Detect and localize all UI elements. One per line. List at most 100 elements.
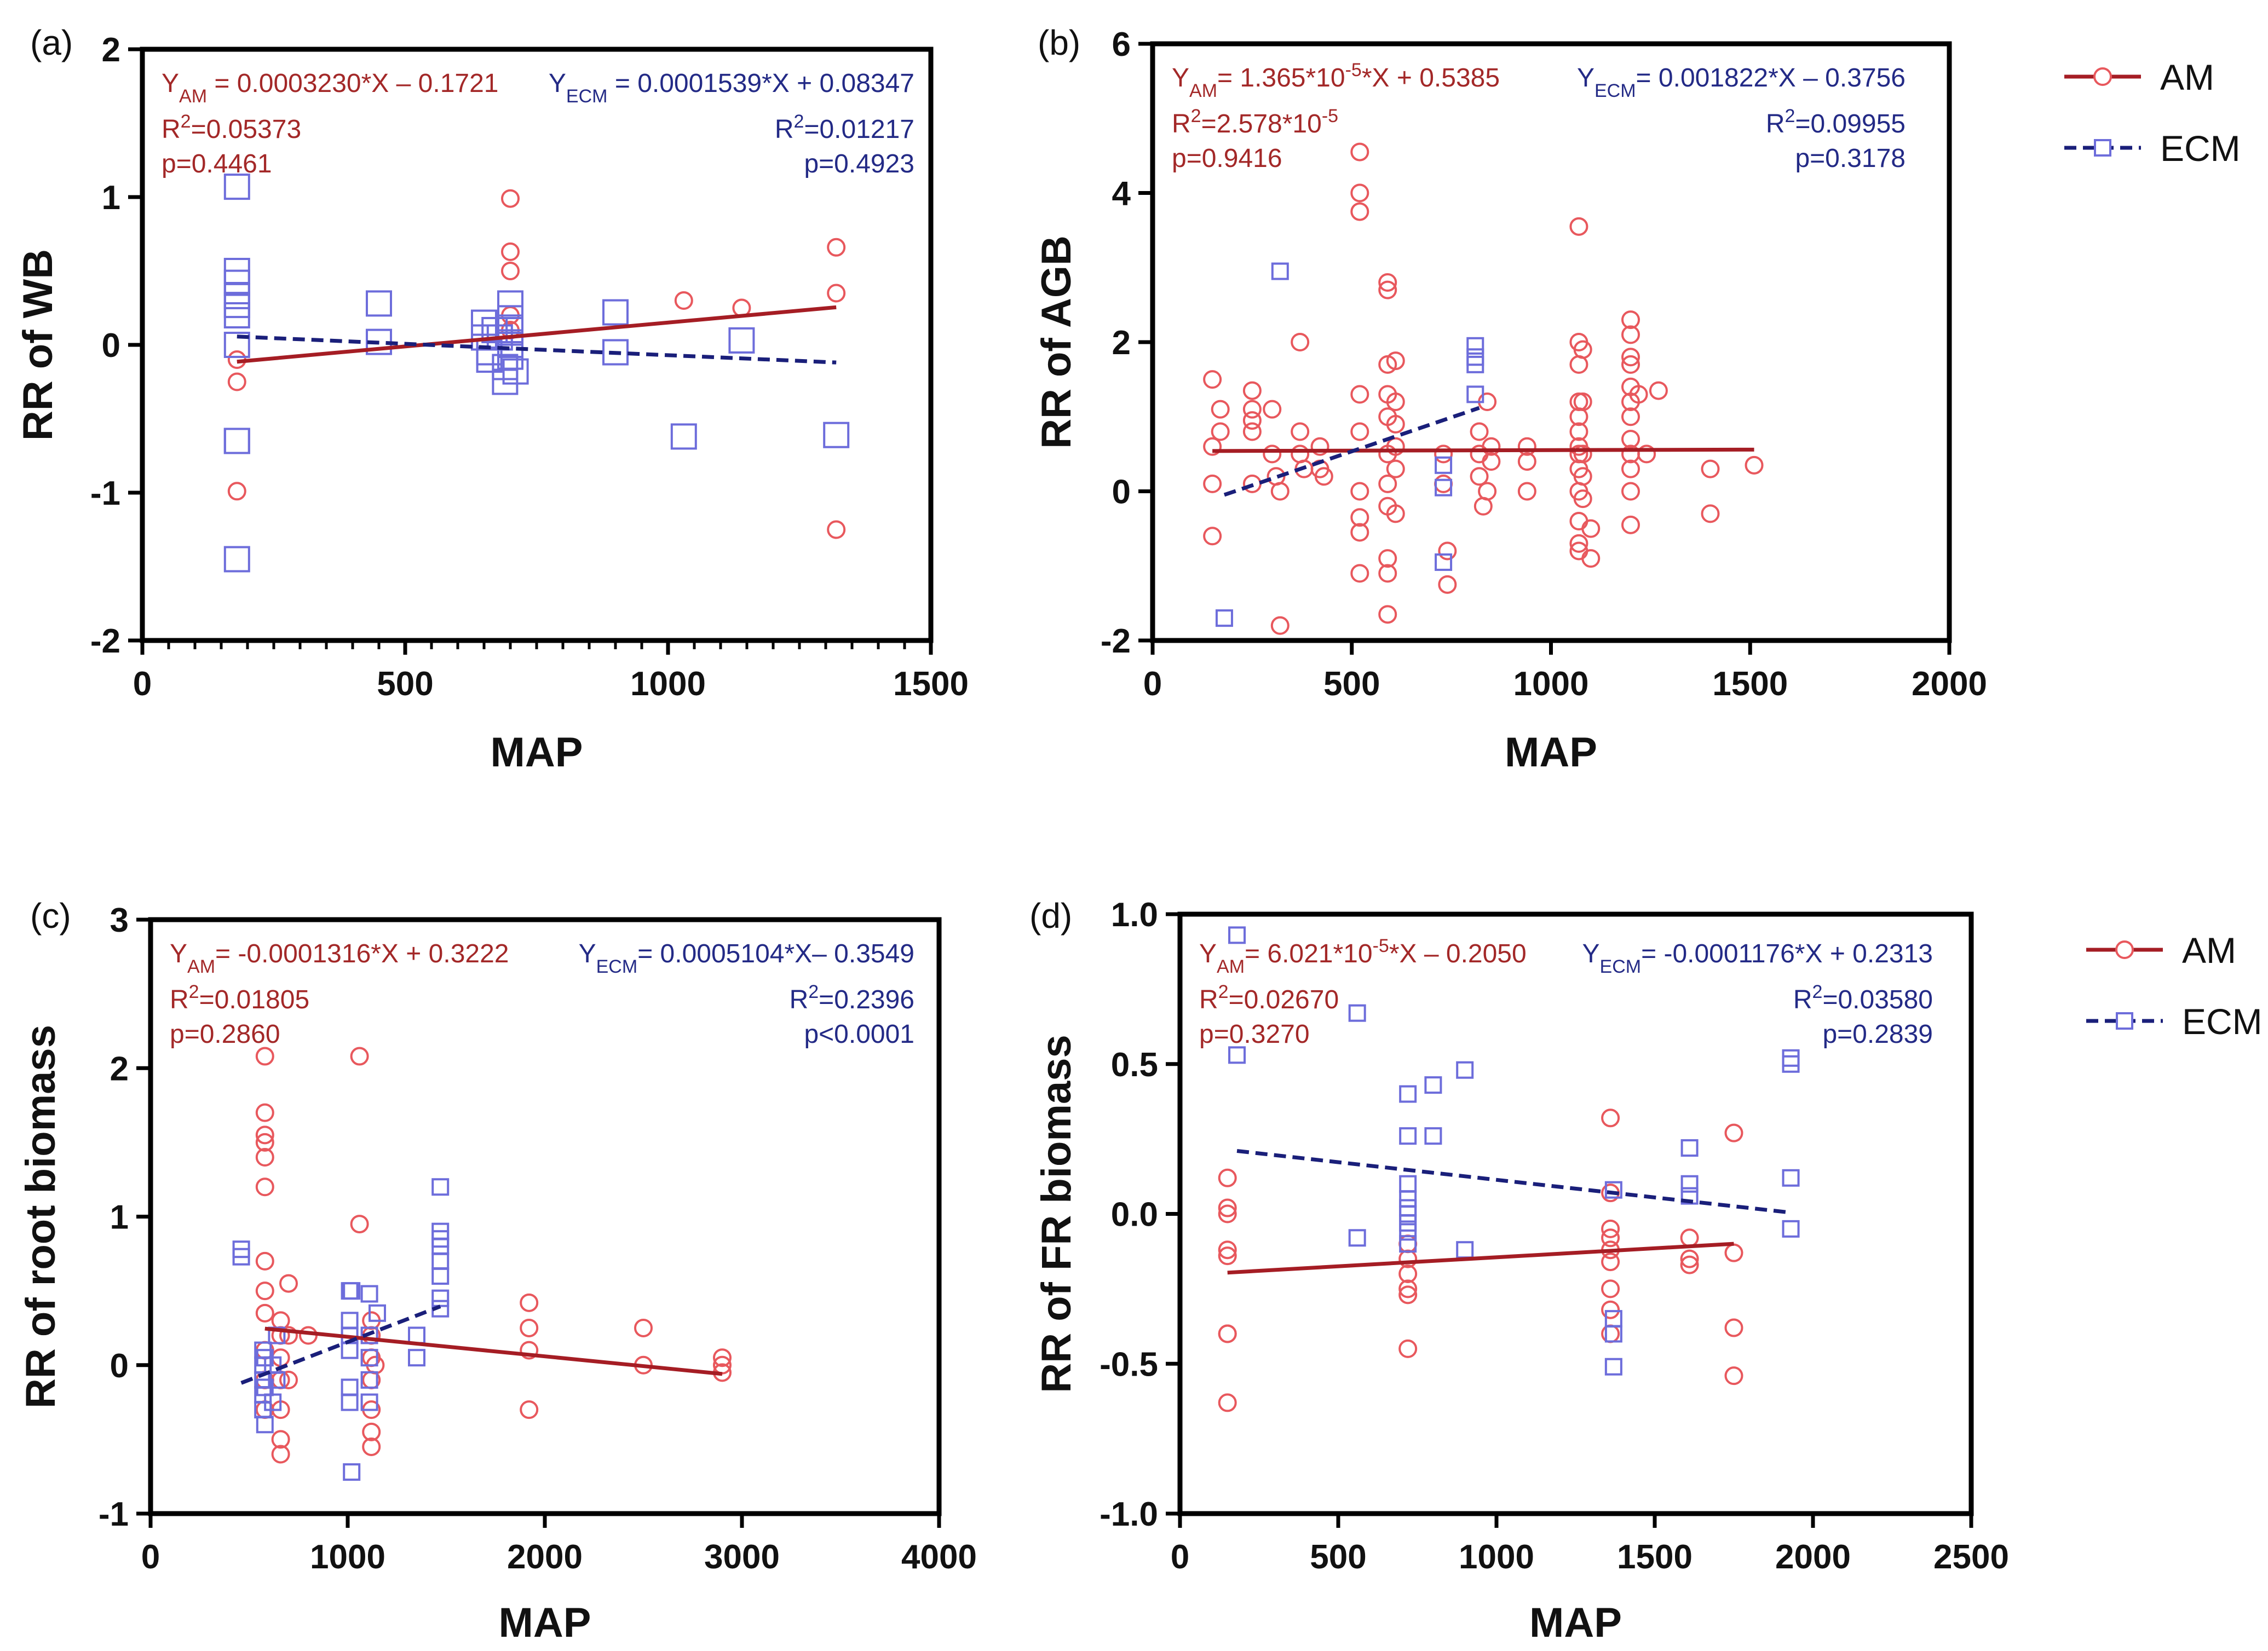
am-point xyxy=(1621,348,1640,367)
ecm-equation: YECM= 0.001822*X – 0.3756 xyxy=(1577,64,1906,101)
ecm-point xyxy=(1466,385,1484,403)
am-point xyxy=(1386,459,1405,478)
am-point xyxy=(255,1133,274,1152)
am-point xyxy=(1601,1109,1620,1128)
am-point xyxy=(1291,444,1310,464)
am-point xyxy=(1680,1249,1699,1268)
ecm-point xyxy=(232,1248,250,1266)
am-point xyxy=(1601,1279,1620,1298)
x-tick-label: 1000 xyxy=(1513,665,1589,703)
ecm-point xyxy=(497,290,523,317)
am-point xyxy=(1242,422,1262,441)
y-tick-label: 3 xyxy=(110,902,129,939)
am-point xyxy=(1478,482,1497,501)
am-point xyxy=(520,1400,539,1419)
x-tick-label: 500 xyxy=(377,665,433,703)
am-point xyxy=(1350,422,1369,441)
am-r-squared: R2=0.01805 xyxy=(170,982,309,1014)
legend-marker xyxy=(2093,67,2112,86)
am-point xyxy=(1310,437,1329,456)
panel-label: (b) xyxy=(1038,23,1080,62)
x-axis-label: MAP xyxy=(499,1600,591,1646)
ecm-point xyxy=(1399,1127,1417,1145)
legend: AM ECM xyxy=(2086,930,2263,1042)
ecm-point xyxy=(431,1289,450,1307)
ecm-equation: YECM = 0.0001539*X + 0.08347 xyxy=(549,69,914,107)
y-tick-label: -2 xyxy=(1101,622,1131,660)
ecm-point xyxy=(1782,1049,1800,1067)
x-tick-label: 0 xyxy=(1143,665,1162,703)
am-point xyxy=(271,1445,290,1464)
ecm-fit-line xyxy=(237,334,837,365)
x-tick-label: 4000 xyxy=(901,1538,977,1576)
ecm-point xyxy=(1399,1190,1417,1208)
am-point xyxy=(1569,217,1588,236)
am-point xyxy=(1470,444,1489,464)
ecm-r-squared: R2=0.01217 xyxy=(775,111,914,144)
am-point xyxy=(1621,325,1640,344)
ecm-point xyxy=(1435,478,1453,497)
ecm-point xyxy=(502,358,529,385)
am-point xyxy=(1573,467,1592,486)
y-axis-label: RR of AGB xyxy=(1033,235,1080,449)
panel-c: 0 1000 2000 3000 4000 -1 0 1 2 3 MAP RR of root bio… xyxy=(18,896,977,1646)
am-point xyxy=(227,372,246,391)
ecm-point xyxy=(1348,1004,1366,1022)
am-point xyxy=(255,1281,274,1301)
x-tick-label: 1000 xyxy=(310,1538,385,1576)
y-tick-label: -1.0 xyxy=(1100,1496,1158,1533)
am-point xyxy=(1434,474,1453,493)
ecm-point xyxy=(1604,1181,1622,1199)
am-point xyxy=(1621,310,1640,330)
am-point xyxy=(1629,385,1648,404)
am-point xyxy=(1350,482,1369,501)
legend-marker xyxy=(2115,940,2134,959)
ecm-point xyxy=(223,332,250,358)
am-point xyxy=(255,1303,274,1323)
x-tick-label: 1500 xyxy=(1617,1538,1693,1576)
am-point xyxy=(501,242,520,261)
am-point xyxy=(1350,523,1369,542)
am-point xyxy=(1218,1204,1237,1223)
am-point xyxy=(362,1437,381,1456)
y-tick-label: 0.5 xyxy=(1111,1046,1158,1084)
am-point xyxy=(1211,422,1230,441)
ecm-point xyxy=(256,1416,274,1434)
am-point xyxy=(1386,351,1405,371)
am-point xyxy=(1203,437,1222,456)
am-point xyxy=(1398,1279,1418,1298)
ecm-point xyxy=(360,1285,378,1303)
am-point xyxy=(1473,497,1493,516)
y-tick-label: -1 xyxy=(99,1496,129,1533)
ecm-point xyxy=(602,299,629,326)
am-point xyxy=(1350,508,1369,527)
panel-label: (a) xyxy=(30,23,73,62)
x-tick-label: 3000 xyxy=(704,1538,780,1576)
am-fit-line xyxy=(237,305,837,364)
y-tick-label: -0.5 xyxy=(1100,1346,1158,1383)
am-point xyxy=(1386,414,1405,434)
ecm-point xyxy=(268,1371,286,1389)
am-point xyxy=(255,1103,274,1122)
x-tick-label: 1000 xyxy=(630,665,706,703)
ecm-p-value: p<0.0001 xyxy=(804,1020,914,1049)
y-axis-label: RR of root biomass xyxy=(18,1025,64,1408)
am-point xyxy=(1350,385,1369,404)
am-point xyxy=(1745,455,1764,475)
am-point xyxy=(1701,504,1720,523)
ecm-point xyxy=(366,290,392,317)
ecm-point xyxy=(492,354,519,380)
y-tick-label: 1 xyxy=(110,1199,129,1237)
x-tick-label: 2000 xyxy=(1775,1538,1851,1576)
ecm-point xyxy=(1399,1199,1417,1217)
am-point xyxy=(1378,280,1397,299)
ecm-point xyxy=(1435,553,1453,571)
am-point xyxy=(1203,527,1222,546)
am-point xyxy=(501,262,520,280)
ecm-fit-line xyxy=(1223,406,1480,497)
ecm-point xyxy=(1399,1235,1417,1253)
ecm-point xyxy=(497,343,523,370)
am-point xyxy=(1701,459,1720,478)
am-point xyxy=(1350,142,1369,161)
